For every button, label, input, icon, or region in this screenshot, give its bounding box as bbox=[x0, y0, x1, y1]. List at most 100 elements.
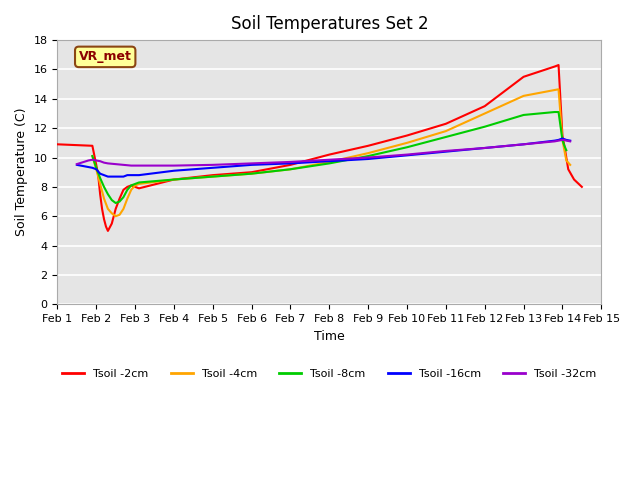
Tsoil -8cm bbox=[124, 187, 131, 192]
Tsoil -2cm bbox=[112, 206, 120, 212]
Tsoil -4cm bbox=[116, 212, 124, 217]
Tsoil -32cm bbox=[326, 157, 333, 163]
Tsoil -2cm bbox=[116, 196, 124, 202]
Tsoil -2cm bbox=[88, 143, 96, 149]
Tsoil -16cm bbox=[561, 136, 568, 142]
Tsoil -2cm bbox=[578, 184, 586, 190]
Tsoil -4cm bbox=[248, 171, 255, 177]
Tsoil -2cm bbox=[442, 121, 450, 127]
Tsoil -2cm bbox=[248, 169, 255, 175]
Tsoil -2cm bbox=[559, 132, 566, 138]
Tsoil -8cm bbox=[116, 199, 124, 204]
Tsoil -8cm bbox=[555, 109, 563, 115]
Tsoil -2cm bbox=[551, 64, 559, 70]
Tsoil -2cm bbox=[403, 132, 411, 138]
Tsoil -2cm bbox=[94, 172, 102, 178]
Tsoil -16cm bbox=[100, 172, 108, 178]
Tsoil -2cm bbox=[131, 184, 139, 190]
Tsoil -2cm bbox=[564, 167, 572, 172]
Text: VR_met: VR_met bbox=[79, 50, 132, 63]
Tsoil -2cm bbox=[364, 143, 372, 149]
Tsoil -8cm bbox=[559, 137, 566, 143]
Tsoil -2cm bbox=[326, 152, 333, 157]
Tsoil -4cm bbox=[135, 181, 143, 187]
Tsoil -32cm bbox=[127, 163, 135, 168]
Tsoil -32cm bbox=[287, 159, 294, 165]
Tsoil -16cm bbox=[566, 138, 574, 144]
Tsoil -32cm bbox=[84, 157, 92, 163]
Tsoil -16cm bbox=[104, 174, 112, 180]
Tsoil -8cm bbox=[127, 182, 135, 188]
Tsoil -8cm bbox=[561, 143, 568, 149]
Tsoil -32cm bbox=[520, 142, 527, 147]
Tsoil -16cm bbox=[442, 149, 450, 155]
Tsoil -8cm bbox=[120, 194, 127, 200]
Tsoil -4cm bbox=[127, 187, 135, 192]
Tsoil -4cm bbox=[209, 174, 216, 180]
Tsoil -8cm bbox=[170, 177, 178, 182]
Tsoil -4cm bbox=[170, 177, 178, 182]
Tsoil -16cm bbox=[112, 174, 120, 180]
Tsoil -32cm bbox=[170, 163, 178, 168]
Tsoil -32cm bbox=[96, 158, 104, 164]
Tsoil -32cm bbox=[88, 157, 96, 163]
Tsoil -8cm bbox=[551, 109, 559, 115]
Tsoil -4cm bbox=[112, 213, 120, 219]
Tsoil -32cm bbox=[442, 148, 450, 154]
Tsoil -4cm bbox=[403, 140, 411, 146]
Tsoil -32cm bbox=[559, 137, 566, 143]
Line: Tsoil -4cm: Tsoil -4cm bbox=[92, 89, 570, 216]
Tsoil -8cm bbox=[104, 192, 112, 197]
Tsoil -2cm bbox=[563, 155, 570, 160]
Tsoil -2cm bbox=[561, 143, 568, 149]
Tsoil -2cm bbox=[287, 162, 294, 168]
Tsoil -8cm bbox=[112, 200, 120, 206]
Tsoil -4cm bbox=[326, 159, 333, 165]
Tsoil -4cm bbox=[120, 206, 127, 212]
Tsoil -8cm bbox=[131, 181, 139, 187]
X-axis label: Time: Time bbox=[314, 330, 345, 343]
Tsoil -2cm bbox=[555, 62, 563, 68]
Tsoil -16cm bbox=[124, 172, 131, 178]
Tsoil -2cm bbox=[127, 182, 135, 188]
Y-axis label: Soil Temperature (C): Soil Temperature (C) bbox=[15, 108, 28, 237]
Tsoil -16cm bbox=[209, 165, 216, 171]
Tsoil -4cm bbox=[131, 182, 139, 188]
Tsoil -32cm bbox=[481, 145, 488, 151]
Tsoil -16cm bbox=[287, 160, 294, 166]
Legend: Tsoil -2cm, Tsoil -4cm, Tsoil -8cm, Tsoil -16cm, Tsoil -32cm: Tsoil -2cm, Tsoil -4cm, Tsoil -8cm, Tsoi… bbox=[58, 364, 601, 383]
Tsoil -16cm bbox=[96, 171, 104, 177]
Tsoil -32cm bbox=[135, 163, 143, 168]
Tsoil -4cm bbox=[96, 181, 104, 187]
Tsoil -16cm bbox=[120, 174, 127, 180]
Tsoil -8cm bbox=[364, 153, 372, 159]
Line: Tsoil -8cm: Tsoil -8cm bbox=[92, 112, 566, 203]
Tsoil -32cm bbox=[104, 160, 112, 166]
Tsoil -8cm bbox=[96, 175, 104, 181]
Tsoil -2cm bbox=[170, 177, 178, 182]
Tsoil -16cm bbox=[92, 167, 100, 172]
Tsoil -8cm bbox=[88, 153, 96, 159]
Tsoil -2cm bbox=[92, 162, 100, 168]
Tsoil -16cm bbox=[364, 156, 372, 162]
Tsoil -32cm bbox=[73, 161, 81, 167]
Tsoil -2cm bbox=[481, 103, 488, 109]
Tsoil -4cm bbox=[566, 162, 574, 168]
Tsoil -8cm bbox=[92, 165, 100, 171]
Tsoil -2cm bbox=[520, 74, 527, 80]
Tsoil -16cm bbox=[559, 135, 566, 141]
Tsoil -16cm bbox=[170, 168, 178, 174]
Tsoil -2cm bbox=[96, 192, 104, 197]
Line: Tsoil -2cm: Tsoil -2cm bbox=[58, 65, 582, 231]
Tsoil -2cm bbox=[108, 221, 116, 227]
Tsoil -32cm bbox=[150, 163, 158, 168]
Tsoil -32cm bbox=[563, 138, 570, 144]
Tsoil -2cm bbox=[102, 224, 110, 229]
Tsoil -32cm bbox=[566, 139, 574, 144]
Tsoil -32cm bbox=[100, 160, 108, 166]
Tsoil -2cm bbox=[54, 142, 61, 147]
Tsoil -2cm bbox=[135, 185, 143, 191]
Tsoil -32cm bbox=[561, 137, 568, 143]
Tsoil -16cm bbox=[73, 162, 81, 168]
Tsoil -8cm bbox=[135, 180, 143, 185]
